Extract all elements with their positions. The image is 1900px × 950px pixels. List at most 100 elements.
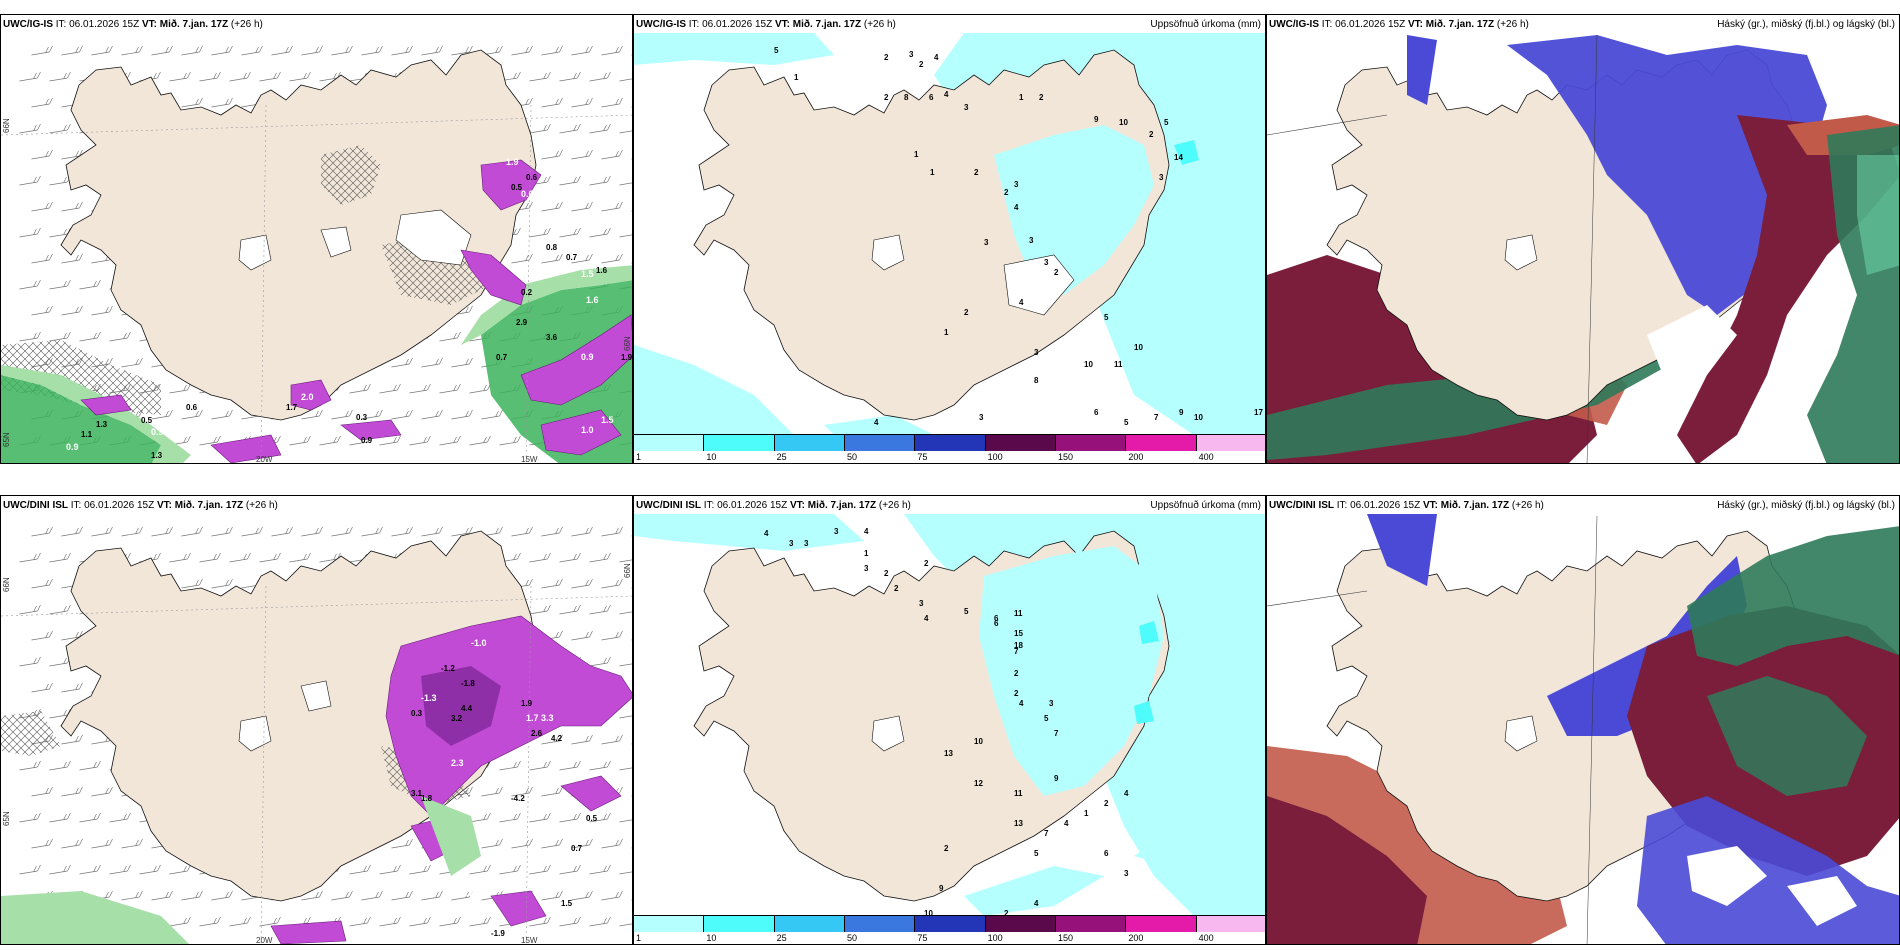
mid-cloud-band xyxy=(1687,526,1899,666)
map-value-label: 2 xyxy=(884,53,889,62)
colorbar-swatch xyxy=(845,916,916,932)
map-value-label: -1.7 xyxy=(586,856,602,866)
wind-barb xyxy=(91,786,113,797)
wind-barb xyxy=(469,864,491,875)
wind-barb xyxy=(259,916,281,927)
map-wind-temp: 1.90.60.50.60.80.71.5 1.60.21.62.93.60.90… xyxy=(1,45,632,463)
colorbar-swatch xyxy=(845,435,916,451)
colorbar-swatch xyxy=(1196,916,1265,932)
wind-barb xyxy=(19,812,41,823)
map-value-label: 10 xyxy=(924,909,933,918)
wind-barb xyxy=(31,630,53,641)
map-value-label: 4 xyxy=(1019,298,1024,307)
wind-barb xyxy=(421,526,443,537)
map-value-label: 10 xyxy=(1119,118,1128,127)
wind-barb xyxy=(301,409,323,420)
map-value-label: 0.9 xyxy=(151,427,164,437)
panel-title: Uppsöfnuð úrkoma (mm) xyxy=(1150,19,1261,30)
colorbar-tick: 400 xyxy=(1198,452,1214,462)
wind-barb xyxy=(571,838,593,849)
wind-barb xyxy=(619,871,632,875)
wind-barb xyxy=(91,305,113,316)
wind-barb xyxy=(361,890,383,901)
high-cloud-area xyxy=(1367,514,1437,586)
panel-wind-temp-dini[interactable]: UWC/DINI ISL IT: 06.01.2026 15Z VT: Mið.… xyxy=(0,495,633,945)
colorbar-tick: 150 xyxy=(1058,452,1074,462)
wind-barb xyxy=(601,253,623,264)
panel-header: UWC/IG-IS IT: 06.01.2026 15Z VT: Mið. 7.… xyxy=(3,19,263,30)
wind-barb xyxy=(391,526,413,537)
map-value-label: 3 xyxy=(1124,869,1129,878)
map-value-label: 1.3 xyxy=(96,420,108,429)
panel-clouds-dini[interactable]: UWC/DINI ISL IT: 06.01.2026 15Z VT: Mið.… xyxy=(1266,495,1900,945)
map-value-label: 5 xyxy=(1164,118,1169,127)
map-value-label: 1 xyxy=(1019,93,1024,102)
map-value-label: 2 xyxy=(1004,188,1009,197)
wind-barb xyxy=(421,357,443,368)
wind-barb xyxy=(199,916,221,927)
wind-barb xyxy=(61,201,83,212)
wind-barb xyxy=(601,890,623,901)
wind-barb xyxy=(469,812,491,823)
wind-barb xyxy=(349,864,371,875)
wind-barb xyxy=(229,71,251,82)
wind-barb xyxy=(19,604,41,615)
map-value-label: 3 xyxy=(834,527,839,536)
colorbar-tick: 150 xyxy=(1058,933,1074,943)
wind-barb xyxy=(289,435,311,446)
wind-barb xyxy=(109,812,131,823)
wind-barb xyxy=(259,71,281,82)
panel-wind-temp-igis[interactable]: UWC/IG-IS IT: 06.01.2026 15Z VT: Mið. 7.… xyxy=(0,14,633,464)
map-value-label: 6 xyxy=(1104,849,1109,858)
precip-over-land xyxy=(994,125,1154,295)
map-value-label: 18 xyxy=(1014,641,1023,650)
map-value-label: 2 xyxy=(1149,130,1154,139)
map-value-label: 4 xyxy=(924,614,929,623)
map-value-label: 11 xyxy=(1014,609,1023,618)
hatch-region xyxy=(321,145,381,205)
colorbar-swatch xyxy=(1196,435,1265,451)
map-value-label: 3 xyxy=(964,103,969,112)
value-labels: -1.0 -1.2 -1.8 -1.3 4.43.2 1.7 2.6 4.2 3.3 1.9 0.3… xyxy=(411,638,602,938)
map-value-label: 1.7 xyxy=(526,713,539,723)
colorbar-tick: 400 xyxy=(1198,933,1214,943)
wind-barb xyxy=(619,130,632,134)
map-value-label: 8 xyxy=(1034,376,1039,385)
wind-barb xyxy=(409,916,431,927)
wind-barb xyxy=(169,383,191,394)
wind-barb xyxy=(169,552,191,563)
wind-barb xyxy=(49,175,71,186)
panel-clouds-igis[interactable]: UWC/IG-IS IT: 06.01.2026 15Z VT: Mið. 7.… xyxy=(1266,14,1900,464)
wind-barb xyxy=(31,526,53,537)
panel-precip-igis[interactable]: UWC/IG-IS IT: 06.01.2026 15Z VT: Mið. 7.… xyxy=(633,14,1266,464)
map-value-label: 1.1 xyxy=(81,430,93,439)
precip-light xyxy=(1134,816,1234,876)
colorbar-tick: 50 xyxy=(847,933,858,943)
wind-barb xyxy=(529,812,551,823)
map-value-label: 0.7 xyxy=(566,253,578,262)
magenta-precip xyxy=(80,394,132,416)
map-value-label: 7 xyxy=(1044,829,1049,838)
map-value-label: 4 xyxy=(944,90,949,99)
wind-barb xyxy=(571,201,593,212)
wind-barb xyxy=(31,149,53,160)
wind-barb xyxy=(559,916,581,927)
wind-barb xyxy=(31,201,53,212)
wind-barb xyxy=(589,604,611,615)
panel-precip-dini[interactable]: UWC/DINI ISL IT: 06.01.2026 15Z VT: Mið.… xyxy=(633,495,1266,945)
wind-barb xyxy=(511,786,533,797)
wind-barb xyxy=(439,916,461,927)
panel-header: UWC/DINI ISL IT: 06.01.2026 15Z VT: Mið.… xyxy=(636,500,911,511)
wind-barb xyxy=(391,409,413,420)
wind-barb xyxy=(619,663,632,667)
wind-barb xyxy=(451,890,473,901)
colorbar-swatch xyxy=(915,916,986,932)
precip-light xyxy=(634,33,834,65)
green-band xyxy=(461,265,632,345)
wind-barb xyxy=(571,578,593,589)
map-value-label: 3 xyxy=(1034,348,1039,357)
wind-barb xyxy=(541,890,563,901)
map-value-label: 1.9 xyxy=(561,803,574,813)
